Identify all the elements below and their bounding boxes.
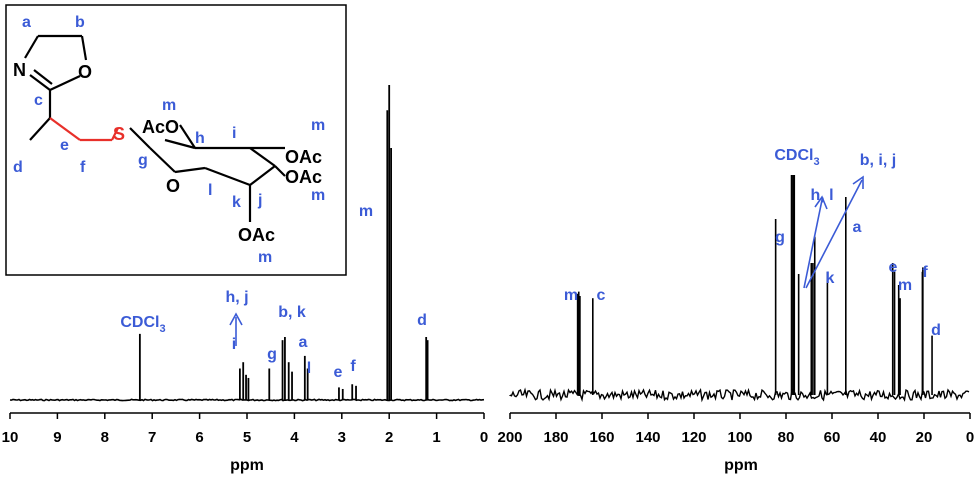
h-l-arrow: [803, 199, 823, 289]
h-nmr-annotation: d: [417, 312, 427, 329]
label-m-1: m: [162, 97, 176, 114]
c-nmr-annotation: g: [775, 229, 785, 246]
h-nmr-xlabel: ppm: [230, 457, 264, 474]
structure-inset: N O S AcO O OAc OAc OAc a b c d e f g h …: [5, 4, 347, 276]
h-nmr-annotation: f: [350, 358, 356, 375]
c-nmr-annotation: m: [898, 277, 912, 294]
label-h: h: [195, 130, 205, 147]
h-nmr-annotation: m: [359, 203, 373, 220]
label-m-2: m: [311, 117, 325, 134]
h-nmr-tick-label: 5: [243, 429, 251, 446]
c-nmr-tick-label: 180: [543, 429, 568, 446]
h-nmr-annotation: l: [307, 360, 311, 377]
c-nmr-tick-label: 200: [497, 429, 522, 446]
c-nmr-tick-label: 20: [916, 429, 933, 446]
atom-oac-2: OAc: [285, 167, 322, 187]
label-g: g: [138, 152, 148, 169]
label-e: e: [60, 137, 69, 154]
c-nmr-annotation: k: [826, 270, 835, 287]
h-nmr-tick-label: 9: [53, 429, 61, 446]
h-nmr-tick-label: 2: [385, 429, 393, 446]
c-nmr-xlabel: ppm: [724, 457, 758, 474]
c-nmr-tick-label: 140: [635, 429, 660, 446]
h-nmr-annotation: CDCl3: [120, 314, 165, 335]
atom-oac-1: OAc: [285, 147, 322, 167]
c-nmr-annotation: f: [922, 264, 928, 281]
h-nmr-tick-label: 3: [338, 429, 346, 446]
c-nmr-annotation: a: [853, 219, 862, 236]
c-nmr-tick-label: 60: [824, 429, 841, 446]
label-b: b: [75, 14, 85, 31]
c-nmr-tick-label: 0: [966, 429, 974, 446]
h-nmr-tick-label: 4: [290, 429, 299, 446]
label-j: j: [257, 192, 262, 209]
c-nmr-annotation: h, l: [810, 187, 833, 204]
c-nmr-tick-label: 160: [589, 429, 614, 446]
h-nmr-annotation: i: [232, 336, 236, 353]
c-nmr-annotation: m: [564, 287, 578, 304]
c-nmr-trace: [509, 387, 970, 403]
h-nmr-tick-label: 8: [101, 429, 109, 446]
oxazoline-ring-bonds: [24, 34, 286, 222]
h-nmr-ticks: 10 9 8 7 6 5 4 3 2 1 0: [2, 413, 488, 446]
h-nmr-tick-label: 10: [2, 429, 19, 446]
h-nmr-tick-label: 6: [195, 429, 203, 446]
h-nmr-tick-label: 0: [480, 429, 488, 446]
c-nmr-ticks: 200 180 160 140 120 100 80 60 40 20 0: [497, 413, 974, 446]
h-nmr-tick-label: 1: [432, 429, 440, 446]
c-nmr-peaks: [576, 175, 933, 395]
h-l-arrowhead: [814, 195, 828, 210]
h-nmr-tick-label: 7: [148, 429, 156, 446]
h-nmr-trace: [9, 398, 485, 402]
h-nmr-annotation: g: [267, 346, 277, 363]
h-nmr-annotation: b, k: [278, 304, 306, 321]
label-a: a: [22, 14, 31, 31]
label-m-4: m: [258, 249, 272, 266]
h-j-arrowhead: [229, 312, 243, 326]
atom-aco: AcO: [142, 117, 179, 137]
c-nmr-tick-label: 80: [778, 429, 795, 446]
label-i: i: [232, 125, 236, 142]
c-nmr-tick-label: 40: [870, 429, 887, 446]
bij-arrowhead: [852, 175, 864, 189]
label-d: d: [13, 159, 23, 176]
c-nmr-tick-label: 120: [681, 429, 706, 446]
c-nmr-annotation: b, i, j: [860, 152, 896, 169]
atom-s: S: [113, 124, 125, 144]
structure-frame: [5, 4, 347, 276]
h-nmr-annotation: e: [334, 364, 343, 381]
label-l: l: [208, 182, 212, 199]
label-f: f: [80, 159, 86, 176]
atom-n: N: [13, 60, 26, 80]
h-nmr-annotation: a: [299, 334, 308, 351]
c-nmr-annotation: c: [597, 287, 606, 304]
thioether-bonds: [49, 117, 119, 142]
s-c-bond: [129, 127, 151, 149]
h-nmr-annotations: CDCl3 i h, j g b, k al e f m d: [120, 203, 427, 381]
h-nmr-peaks: [138, 85, 429, 400]
label-c: c: [34, 92, 43, 109]
c-nmr-annotation: e: [889, 259, 898, 276]
atom-o-ring: O: [78, 62, 92, 82]
label-k: k: [232, 194, 241, 211]
atom-oac-3: OAc: [238, 225, 275, 245]
h-nmr-annotation: h, j: [225, 289, 248, 306]
atom-o-pyran: O: [166, 176, 180, 196]
bij-arrow: [805, 179, 863, 289]
c-nmr-tick-label: 100: [727, 429, 752, 446]
c-nmr-annotation: CDCl3: [774, 147, 819, 168]
c-nmr-annotation: d: [931, 322, 941, 339]
c-nmr-spectrum: 200 180 160 140 120 100 80 60 40 20 0 ppm m cgCDCl3…: [497, 147, 974, 474]
label-m-3: m: [311, 187, 325, 204]
